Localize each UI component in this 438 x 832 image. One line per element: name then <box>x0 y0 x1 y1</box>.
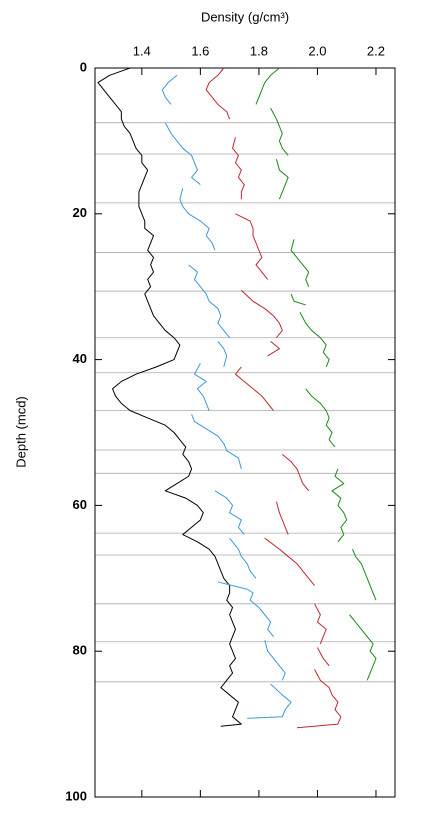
y-tick-label: 60 <box>73 497 87 512</box>
density-trace <box>161 74 292 719</box>
y-axis-label: Depth (mcd) <box>13 396 28 468</box>
density-trace <box>255 67 377 681</box>
chart-title: Density (g/cm³) <box>201 9 289 24</box>
y-tick-label: 0 <box>80 59 87 74</box>
x-tick-label: 2.2 <box>367 43 385 58</box>
density-trace <box>205 67 342 729</box>
x-tick-label: 2.0 <box>308 43 326 58</box>
y-tick-label: 80 <box>73 643 87 658</box>
x-tick-label: 1.6 <box>191 43 209 58</box>
x-tick-label: 1.8 <box>250 43 268 58</box>
plot-frame <box>94 67 396 798</box>
y-tick-label: 20 <box>73 205 87 220</box>
x-tick-label: 1.4 <box>133 43 151 58</box>
density-trace <box>97 67 242 727</box>
y-tick-label: 100 <box>65 788 87 803</box>
y-tick-label: 40 <box>73 351 87 366</box>
